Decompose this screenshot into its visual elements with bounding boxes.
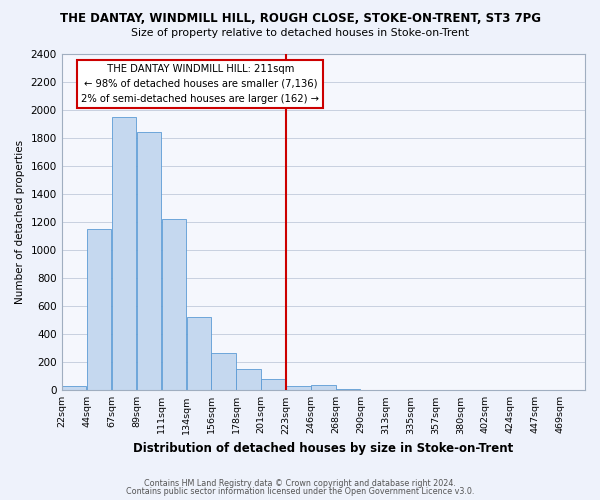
Text: THE DANTAY WINDMILL HILL: 211sqm  
← 98% of detached houses are smaller (7,136)
: THE DANTAY WINDMILL HILL: 211sqm ← 98% o… — [82, 64, 319, 104]
Y-axis label: Number of detached properties: Number of detached properties — [15, 140, 25, 304]
Bar — [236, 370, 261, 390]
Bar — [62, 386, 86, 390]
Bar — [261, 379, 286, 390]
Bar — [286, 386, 311, 390]
Text: THE DANTAY, WINDMILL HILL, ROUGH CLOSE, STOKE-ON-TRENT, ST3 7PG: THE DANTAY, WINDMILL HILL, ROUGH CLOSE, … — [59, 12, 541, 26]
Text: Contains public sector information licensed under the Open Government Licence v3: Contains public sector information licen… — [126, 487, 474, 496]
Bar — [311, 384, 335, 390]
Bar — [161, 220, 186, 390]
Bar — [137, 132, 161, 390]
Bar — [211, 353, 236, 391]
Bar — [87, 229, 111, 390]
Text: Contains HM Land Registry data © Crown copyright and database right 2024.: Contains HM Land Registry data © Crown c… — [144, 478, 456, 488]
Bar — [112, 117, 136, 390]
Bar — [187, 318, 211, 390]
Text: Size of property relative to detached houses in Stoke-on-Trent: Size of property relative to detached ho… — [131, 28, 469, 38]
Bar — [336, 389, 361, 390]
X-axis label: Distribution of detached houses by size in Stoke-on-Trent: Distribution of detached houses by size … — [133, 442, 514, 455]
